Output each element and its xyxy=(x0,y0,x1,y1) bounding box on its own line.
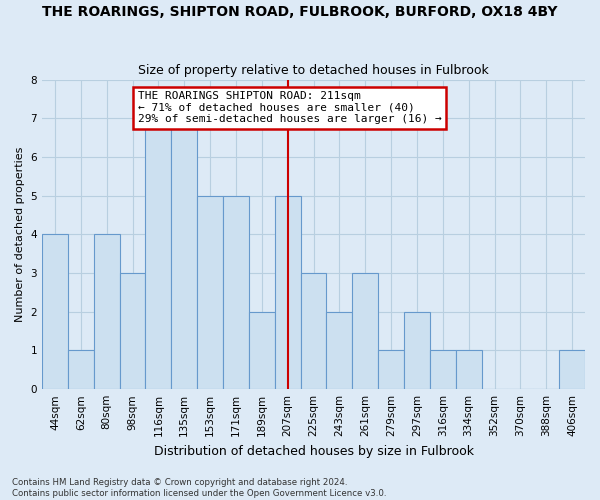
Bar xyxy=(301,273,326,389)
Bar xyxy=(430,350,456,389)
Text: THE ROARINGS SHIPTON ROAD: 211sqm
← 71% of detached houses are smaller (40)
29% : THE ROARINGS SHIPTON ROAD: 211sqm ← 71% … xyxy=(138,91,442,124)
Bar xyxy=(42,234,68,389)
Bar xyxy=(559,350,585,389)
Bar xyxy=(223,196,249,389)
Text: Contains HM Land Registry data © Crown copyright and database right 2024.
Contai: Contains HM Land Registry data © Crown c… xyxy=(12,478,386,498)
Bar xyxy=(119,273,145,389)
Bar xyxy=(378,350,404,389)
Bar xyxy=(326,312,352,389)
Bar xyxy=(275,196,301,389)
Y-axis label: Number of detached properties: Number of detached properties xyxy=(15,146,25,322)
Bar xyxy=(352,273,378,389)
Bar xyxy=(404,312,430,389)
Text: THE ROARINGS, SHIPTON ROAD, FULBROOK, BURFORD, OX18 4BY: THE ROARINGS, SHIPTON ROAD, FULBROOK, BU… xyxy=(42,5,558,19)
Bar xyxy=(145,118,172,389)
Bar xyxy=(68,350,94,389)
Bar xyxy=(172,118,197,389)
Bar xyxy=(197,196,223,389)
Bar xyxy=(456,350,482,389)
X-axis label: Distribution of detached houses by size in Fulbrook: Distribution of detached houses by size … xyxy=(154,444,473,458)
Bar xyxy=(94,234,119,389)
Bar xyxy=(249,312,275,389)
Title: Size of property relative to detached houses in Fulbrook: Size of property relative to detached ho… xyxy=(138,64,489,77)
